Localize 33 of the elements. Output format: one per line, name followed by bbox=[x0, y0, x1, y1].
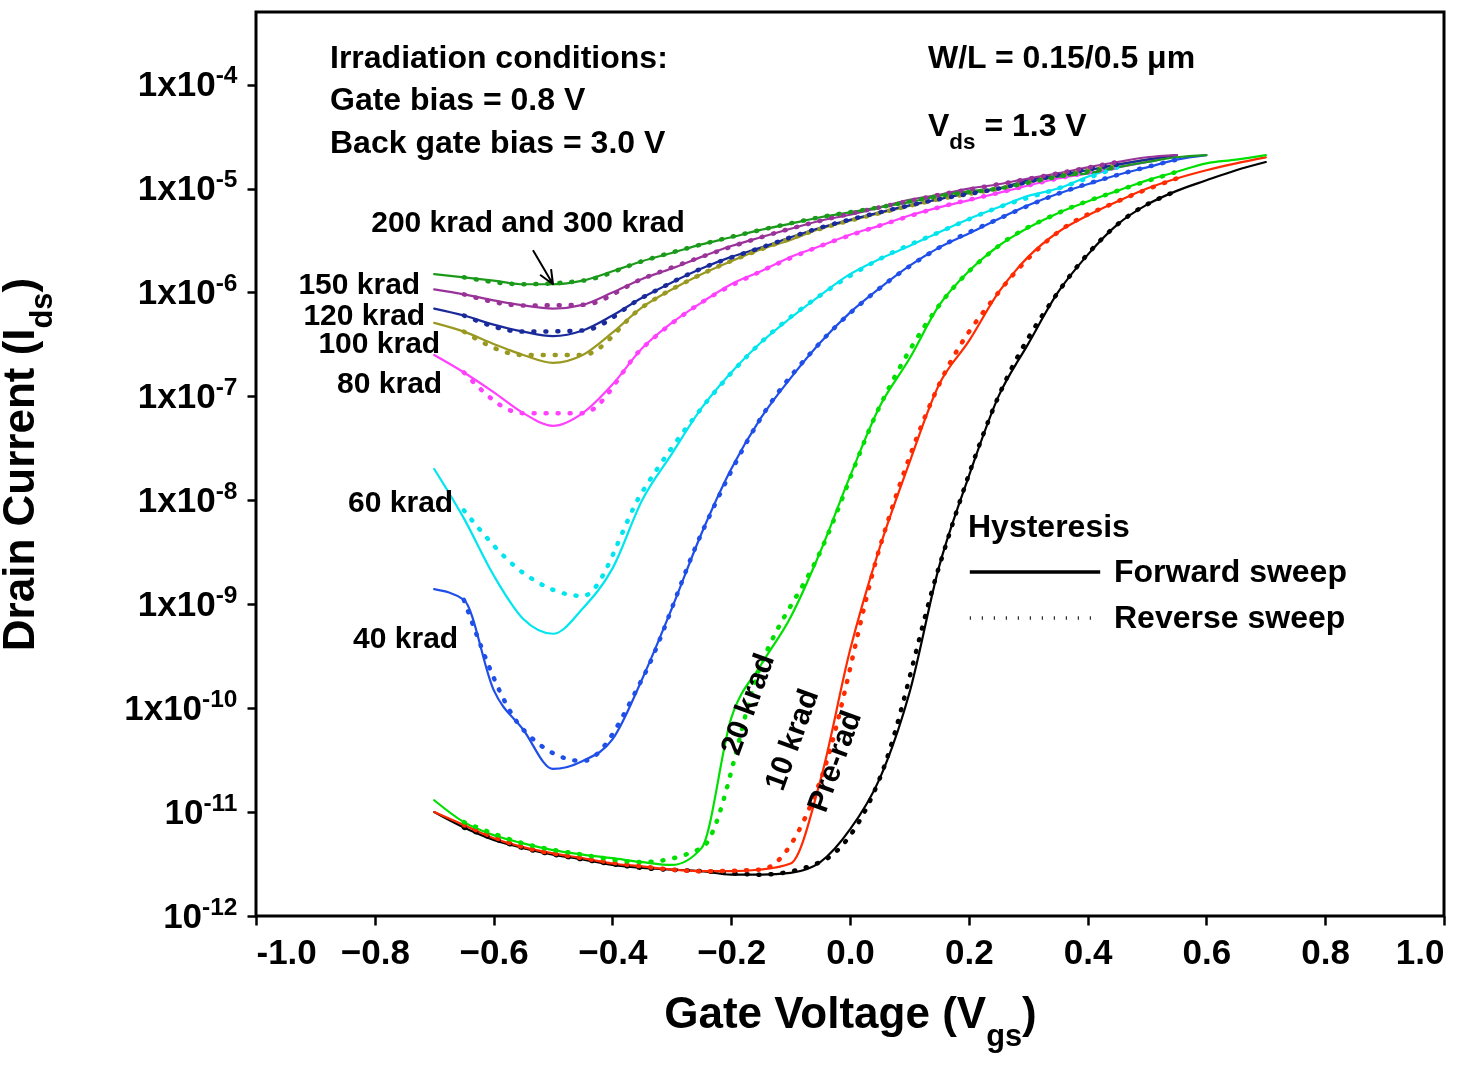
y-tick-label: 1x10$^{-6}$ bbox=[137, 268, 238, 311]
x-tick-label: −0.6 bbox=[459, 931, 529, 971]
x-tick-label: −0.2 bbox=[697, 931, 767, 971]
y-tick-label: 1x10$^{-8}$ bbox=[137, 476, 238, 519]
annotation: Back gate bias = 3.0 V bbox=[330, 124, 666, 160]
x-tick-label: 0.8 bbox=[1301, 931, 1351, 971]
x-tick-label: 0.4 bbox=[1063, 931, 1113, 971]
x-tick-label: −0.4 bbox=[578, 931, 648, 971]
x-tick-label: −0.8 bbox=[340, 931, 410, 971]
y-tick-label: 1x10$^{-4}$ bbox=[137, 60, 238, 104]
legend-title: Hysteresis bbox=[968, 508, 1130, 544]
x-tick-label: -1.0 bbox=[256, 931, 317, 971]
annotation: Reverse sweep bbox=[1114, 599, 1346, 635]
y-tick-label: 10$^{-12}$ bbox=[163, 892, 238, 935]
annotation: Forward sweep bbox=[1114, 553, 1347, 589]
x-tick-label: 0.6 bbox=[1182, 931, 1232, 971]
x-tick-label: 1.0 bbox=[1395, 931, 1445, 971]
annotation: V$_{ds}$ = 1.3 V bbox=[928, 107, 1088, 154]
annotation: Irradiation conditions: bbox=[330, 39, 668, 75]
annotation: 80 krad bbox=[337, 366, 443, 400]
y-tick-label: 1x10$^{-9}$ bbox=[137, 580, 238, 623]
annotation: W/L = 0.15/0.5 μm bbox=[928, 39, 1196, 75]
annotation: 60 krad bbox=[348, 485, 454, 519]
y-tick-label: 10$^{-11}$ bbox=[164, 788, 238, 831]
x-tick-label: 0.2 bbox=[944, 931, 994, 971]
x-axis-title: Gate Voltage (V$_{gs}$) bbox=[664, 987, 1037, 1052]
annotation: Gate bias = 0.8 V bbox=[330, 81, 586, 117]
x-tick-label: 0.0 bbox=[826, 931, 875, 971]
y-tick-label: 1x10$^{-7}$ bbox=[137, 372, 238, 415]
y-tick-label: 1x10$^{-10}$ bbox=[124, 684, 238, 727]
annotation: 200 krad and 300 krad bbox=[371, 205, 685, 239]
annotation: 40 krad bbox=[353, 621, 459, 655]
y-tick-label: 1x10$^{-5}$ bbox=[137, 164, 238, 208]
